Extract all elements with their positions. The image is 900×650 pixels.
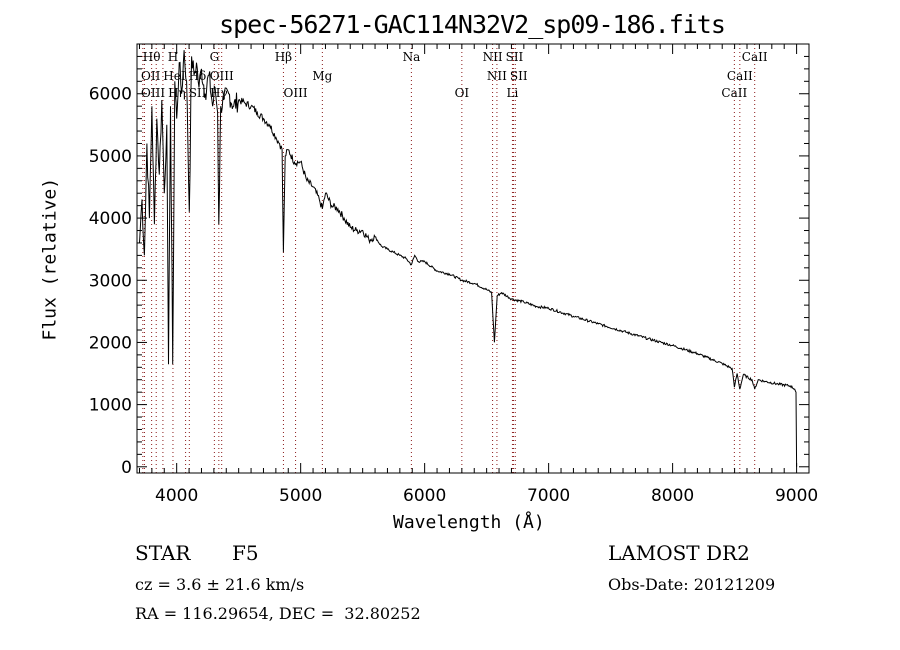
spectral-line-label: SII — [506, 50, 524, 64]
x-tick-label: 7000 — [527, 486, 570, 506]
survey-name: LAMOST DR2 — [608, 541, 750, 565]
spectral-line-label: SII — [510, 69, 528, 83]
redshift-info: cz = 3.6 ± 21.6 km/s — [135, 575, 305, 594]
spectral-line-label: Hη — [168, 86, 186, 100]
spectral-line-label: CaII — [721, 86, 747, 100]
x-tick-label: 6000 — [403, 486, 446, 506]
y-tick-label: 4000 — [89, 209, 132, 229]
spectral-line-label: SII — [189, 86, 207, 100]
y-tick-label: 5000 — [89, 147, 132, 167]
coordinates-info: RA = 116.29654, DEC = 32.80252 — [135, 604, 421, 623]
spectral-line-label: Hβ — [275, 50, 292, 64]
spectral-line-label: OII — [141, 69, 161, 83]
spectral-line-label: OIII — [210, 69, 234, 83]
plot-frame — [136, 43, 810, 474]
observation-date: Obs-Date: 20121209 — [608, 575, 776, 594]
x-tick-label: 9000 — [775, 486, 818, 506]
spectral-line-label: Hθ — [143, 50, 161, 64]
spectral-line-label: Na — [403, 50, 421, 64]
x-tick-label: 8000 — [651, 486, 694, 506]
x-axis-label: Wavelength (Å) — [393, 512, 545, 533]
spectral-line-label: CaII — [742, 50, 768, 64]
spectral-line-label: OI — [455, 86, 470, 100]
y-tick-label: 6000 — [89, 85, 132, 105]
y-tick-label: 0 — [121, 458, 132, 478]
spectral-line-label: Li — [507, 86, 519, 100]
y-tick-label: 3000 — [89, 271, 132, 291]
x-tick-label: 4000 — [155, 486, 198, 506]
object-subclass: F5 — [232, 541, 259, 565]
y-tick-label: 2000 — [89, 333, 132, 353]
spectral-line-label: H — [168, 50, 178, 64]
spectral-line-label: Mg — [312, 69, 332, 83]
spectral-line-label: OIII — [284, 86, 308, 100]
object-class: STAR — [135, 541, 191, 565]
spectrum-line — [139, 50, 798, 467]
spectral-line-label: CaII — [727, 69, 753, 83]
spectral-line-label: NII — [487, 69, 507, 83]
spectral-line-label: OIII — [141, 86, 165, 100]
y-axis-label: Flux (relative) — [39, 177, 61, 341]
chart-title: spec-56271-GAC114N32V2_sp09-186.fits — [219, 10, 726, 39]
spectral-line-label: NII — [483, 50, 503, 64]
spectral-line-label: G — [210, 50, 220, 64]
y-tick-label: 1000 — [89, 396, 132, 416]
x-tick-label: 5000 — [279, 486, 322, 506]
